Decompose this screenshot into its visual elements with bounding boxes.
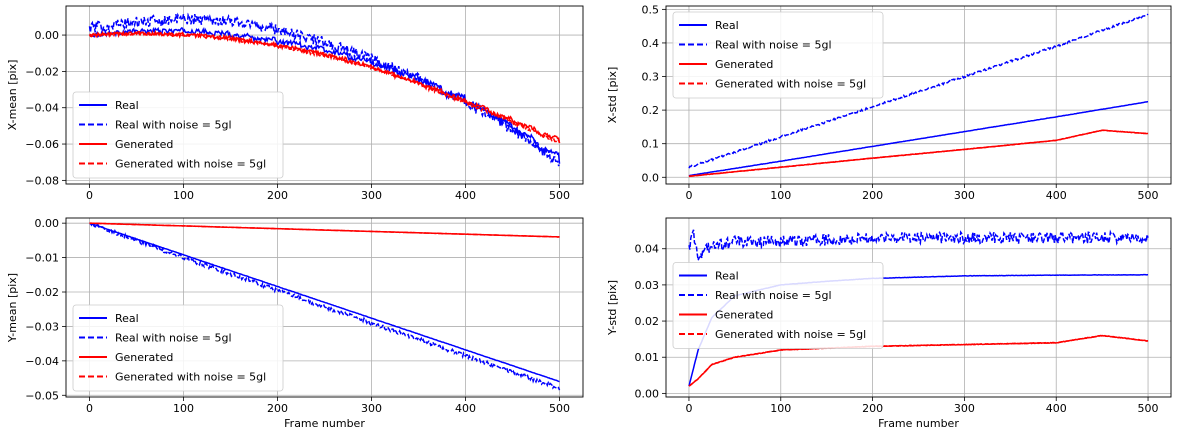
series-line-generated-with-noise-5gl <box>88 30 561 144</box>
axes-frame <box>65 217 584 398</box>
y-tick-label: 0.00 <box>635 387 660 400</box>
x-tick-label: 100 <box>173 189 194 202</box>
x-tick-label: 400 <box>455 189 476 202</box>
series-line-real-with-noise-5gl <box>688 229 1149 261</box>
legend-label: Generated <box>115 138 173 151</box>
y-axis-label: Y-std [pix] <box>606 280 619 336</box>
y-axis-label: Y-mean [pix] <box>6 273 19 343</box>
series-line-generated-with-noise-5gl <box>688 129 1149 178</box>
x-tick-label: 100 <box>173 402 194 415</box>
legend-label: Generated with noise = 5gl <box>715 78 866 91</box>
chart-panel-1: 0 100 200 300 400 500 0.00 −0.02 −0.04 −0.06 −0.08… <box>6 5 584 202</box>
x-tick-label: 300 <box>361 189 382 202</box>
legend-label: Real with noise = 5gl <box>715 289 832 302</box>
x-tick-label: 500 <box>549 402 570 415</box>
y-tick-label: −0.04 <box>25 355 59 368</box>
y-tick-label: −0.01 <box>25 252 59 265</box>
legend-label: Generated <box>715 309 773 322</box>
x-axis-label: Frame number <box>284 417 365 430</box>
y-tick-label: 0.0 <box>642 171 660 184</box>
x-tick-label: 300 <box>954 189 975 202</box>
legend: Real Real with noise = 5gl Generated Genera… <box>72 304 284 392</box>
legend-label: Real <box>715 270 739 283</box>
x-axis-label: Frame number <box>878 417 959 430</box>
series-line-real-with-noise-5gl <box>89 219 561 391</box>
y-tick-label: 0.01 <box>635 351 660 364</box>
x-tick-label: 400 <box>455 402 476 415</box>
y-tick-label: −0.03 <box>25 320 59 333</box>
x-tick-label: 100 <box>770 402 791 415</box>
x-tick-label: 400 <box>1046 189 1067 202</box>
legend: Real Real with noise = 5gl Generated Genera… <box>672 11 884 99</box>
y-axis-label: X-std [pix] <box>606 67 619 124</box>
legend-label: Real <box>115 99 139 112</box>
x-tick-label: 0 <box>685 189 692 202</box>
x-tick-label: 200 <box>862 189 883 202</box>
legend-box <box>672 11 884 99</box>
y-tick-label: 0.1 <box>642 138 660 151</box>
x-tick-label: 100 <box>770 189 791 202</box>
legend-label: Real <box>115 312 139 325</box>
legend-label: Real with noise = 5gl <box>115 119 232 132</box>
chart-panel-3: 0 100 200 300 400 500 0.00 −0.01 −0.02 −0.03 −0.04… <box>6 217 584 430</box>
x-tick-label: 300 <box>954 402 975 415</box>
legend-label: Generated with noise = 5gl <box>715 328 866 341</box>
axes-frame <box>665 5 1172 185</box>
x-tick-label: 200 <box>267 402 288 415</box>
y-tick-label: −0.06 <box>25 138 59 151</box>
axes-frame <box>65 5 584 185</box>
legend: Real Real with noise = 5gl Generated Genera… <box>72 91 284 179</box>
legend-label: Generated with noise = 5gl <box>115 158 266 171</box>
legend-label: Real <box>715 19 739 32</box>
y-tick-label: 0.00 <box>35 29 60 42</box>
x-tick-label: 300 <box>361 402 382 415</box>
y-tick-label: 0.04 <box>635 243 660 256</box>
y-tick-label: 0.02 <box>635 315 660 328</box>
x-tick-label: 200 <box>862 402 883 415</box>
y-tick-label: 0.2 <box>642 104 660 117</box>
x-tick-label: 0 <box>86 402 93 415</box>
y-tick-label: −0.04 <box>25 102 59 115</box>
x-tick-label: 400 <box>1046 402 1067 415</box>
legend-label: Real with noise = 5gl <box>115 332 232 345</box>
x-tick-label: 500 <box>549 189 570 202</box>
y-tick-label: −0.08 <box>25 174 59 187</box>
series-line-generated-with-noise-5gl <box>688 334 1149 387</box>
x-tick-label: 0 <box>86 189 93 202</box>
legend-box <box>672 262 884 349</box>
x-tick-label: 0 <box>685 402 692 415</box>
legend: Real Real with noise = 5gl Generated Genera… <box>672 262 884 349</box>
x-tick-label: 200 <box>267 189 288 202</box>
y-tick-label: 0.03 <box>635 279 660 292</box>
x-tick-label: 500 <box>1138 402 1159 415</box>
legend-label: Generated <box>715 58 773 71</box>
chart-panel-4: 0 100 200 300 400 500 0.00 0.01 0.02 0.03 0.04 Y-st… <box>606 217 1172 430</box>
series-line-real <box>688 100 1149 177</box>
y-tick-label: 0.00 <box>35 217 60 230</box>
y-tick-label: −0.02 <box>25 65 59 78</box>
y-tick-label: −0.02 <box>25 286 59 299</box>
y-axis-label: X-mean [pix] <box>6 60 19 131</box>
x-tick-label: 500 <box>1138 189 1159 202</box>
axes-frame <box>665 217 1172 398</box>
legend-label: Generated <box>115 351 173 364</box>
series-line-real <box>89 222 560 383</box>
y-tick-label: 0.5 <box>642 3 660 16</box>
y-tick-label: −0.05 <box>25 389 59 402</box>
series-line-real-with-noise-5gl <box>688 13 1149 169</box>
legend-label: Real with noise = 5gl <box>715 39 832 52</box>
legend-box <box>72 304 284 392</box>
legend-label: Generated with noise = 5gl <box>115 371 266 384</box>
chart-panel-2: 0 100 200 300 400 500 0.0 0.1 0.2 0.3 0.4 0.5 X-std … <box>606 3 1172 202</box>
legend-box <box>72 91 284 179</box>
y-tick-label: 0.4 <box>642 37 660 50</box>
series-line-generated-with-noise-5gl <box>89 222 560 238</box>
y-tick-label: 0.3 <box>642 71 660 84</box>
